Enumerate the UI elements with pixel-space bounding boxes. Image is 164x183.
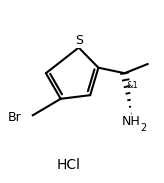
- Text: 2: 2: [140, 123, 146, 133]
- Text: HCl: HCl: [57, 158, 81, 172]
- Text: Br: Br: [8, 111, 21, 124]
- Text: S: S: [75, 34, 83, 47]
- Text: NH: NH: [122, 115, 141, 128]
- Text: &1: &1: [126, 81, 138, 89]
